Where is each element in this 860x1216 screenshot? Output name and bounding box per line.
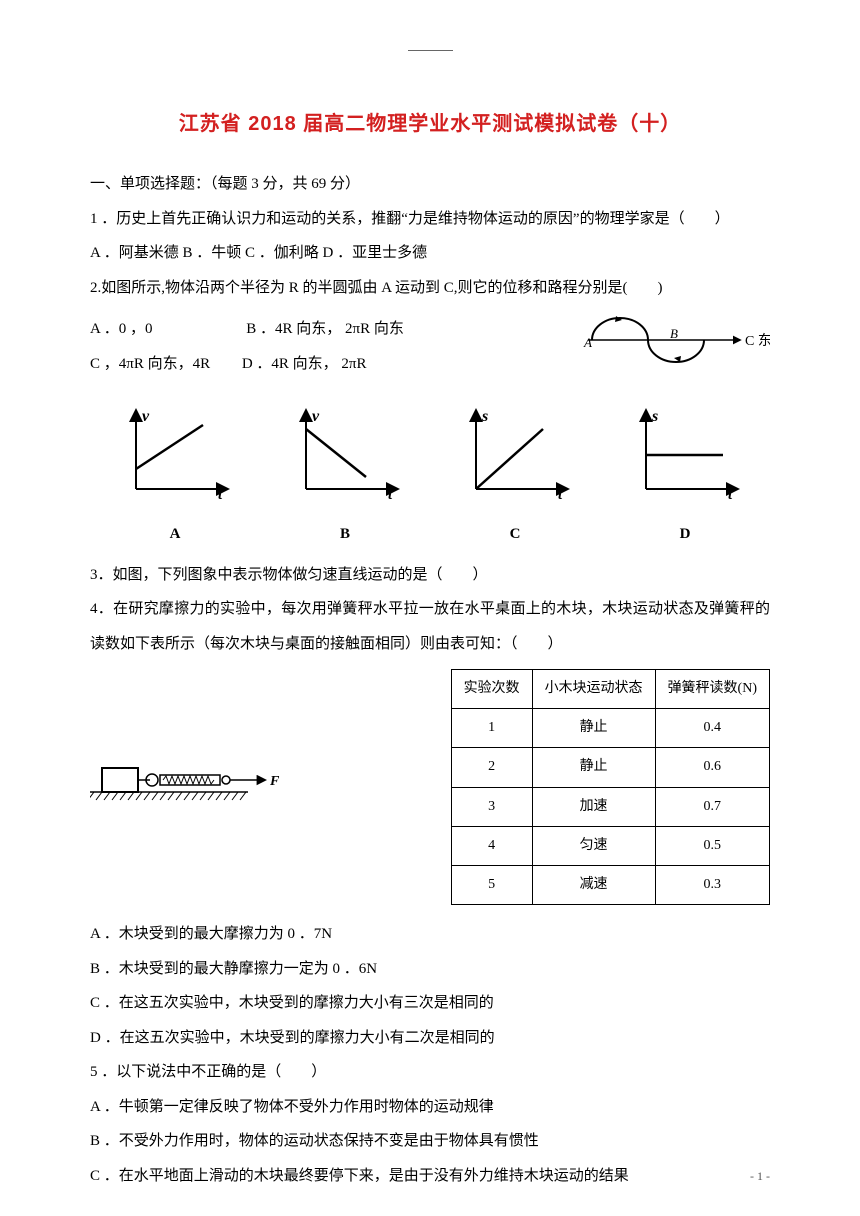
q2-east-label: C 东 — [745, 333, 770, 349]
svg-text:B: B — [670, 326, 678, 341]
svg-text:s: s — [651, 408, 658, 425]
th-col3: 弹簧秤读数(N) — [655, 670, 769, 709]
table-row: 2静止0.6 — [451, 748, 769, 787]
q4-row: F 实验次数 小木块运动状态 弹簧秤读数(N) 1静止0.4 2静止0.6 — [90, 669, 770, 905]
q2-optA: A ．0 ，0 — [90, 321, 153, 337]
section-heading: 一、单项选择题：（每题 3 分，共 69 分） — [90, 167, 770, 202]
graph-B-label: B — [288, 517, 403, 552]
q3-graphs: v t A v t B s t C s — [90, 407, 770, 552]
table-row: 4匀速0.5 — [451, 826, 769, 865]
th-col1: 实验次数 — [451, 670, 532, 709]
graph-D: s t D — [628, 407, 743, 552]
svg-text:F: F — [269, 774, 280, 789]
q4-optC: C ．在这五次实验中，木块受到的摩擦力大小有三次是相同的 — [90, 986, 770, 1021]
q4-optD: D ．在这五次实验中，木块受到的摩擦力大小有二次是相同的 — [90, 1021, 770, 1056]
q2-row: A ．0 ，0 B ．4R 向东， 2πR 向东 C ，4πR 向东，4R D … — [90, 305, 770, 389]
q1-options: A ．阿基米德 B ．牛顿 C ．伽利略 D ．亚里士多德 — [90, 236, 770, 271]
table-row: 3加速0.7 — [451, 787, 769, 826]
q5-stem: 5 ．以下说法中不正确的是（ ） — [90, 1055, 770, 1090]
graph-B: v t B — [288, 407, 403, 552]
q4-optB: B ．木块受到的最大静摩擦力一定为 0 ．6N — [90, 952, 770, 987]
graph-A: v t A — [118, 407, 233, 552]
q2-diagram: A B C 东 — [580, 305, 770, 389]
q4-optA: A ．木块受到的最大摩擦力为 0 ．7N — [90, 917, 770, 952]
svg-text:v: v — [312, 408, 320, 425]
q2-optD: D ．4R 向东， 2πR — [242, 356, 367, 372]
page-number: - 1 - — [750, 1163, 770, 1191]
svg-text:v: v — [142, 408, 150, 425]
graph-D-label: D — [628, 517, 743, 552]
graph-A-label: A — [118, 517, 233, 552]
svg-text:A: A — [583, 335, 592, 350]
graph-C-label: C — [458, 517, 573, 552]
svg-text:s: s — [481, 408, 488, 425]
q1-stem: 1 ．历史上首先正确认识力和运动的关系，推翻“力是维持物体运动的原因”的物理学家… — [90, 202, 770, 237]
table-row: 5减速0.3 — [451, 865, 769, 904]
q2-optC: C ，4πR 向东，4R — [90, 356, 210, 372]
th-col2: 小木块运动状态 — [532, 670, 655, 709]
graph-C: s t C — [458, 407, 573, 552]
q5-optB: B ．不受外力作用时，物体的运动状态保持不变是由于物体具有惯性 — [90, 1124, 770, 1159]
spring-diagram: F — [90, 750, 290, 824]
q2-optB: B ．4R 向东， 2πR 向东 — [246, 321, 404, 337]
top-rule — [408, 50, 453, 51]
q5-optA: A ．牛顿第一定律反映了物体不受外力作用时物体的运动规律 — [90, 1090, 770, 1125]
table-row: 1静止0.4 — [451, 709, 769, 748]
exam-title: 江苏省 2018 届高二物理学业水平测试模拟试卷（十） — [90, 101, 770, 147]
q4-table: 实验次数 小木块运动状态 弹簧秤读数(N) 1静止0.4 2静止0.6 3加速0… — [451, 669, 770, 905]
q4-stem: 4．在研究摩擦力的实验中，每次用弹簧秤水平拉一放在水平桌面上的木块，木块运动状态… — [90, 592, 770, 661]
q5-optC: C ．在水平地面上滑动的木块最终要停下来，是由于没有外力维持木块运动的结果 — [90, 1159, 770, 1194]
q3-stem: 3．如图，下列图象中表示物体做匀速直线运动的是（ ） — [90, 558, 770, 593]
q2-stem: 2.如图所示,物体沿两个半径为 R 的半圆弧由 A 运动到 C,则它的位移和路程… — [90, 271, 770, 306]
